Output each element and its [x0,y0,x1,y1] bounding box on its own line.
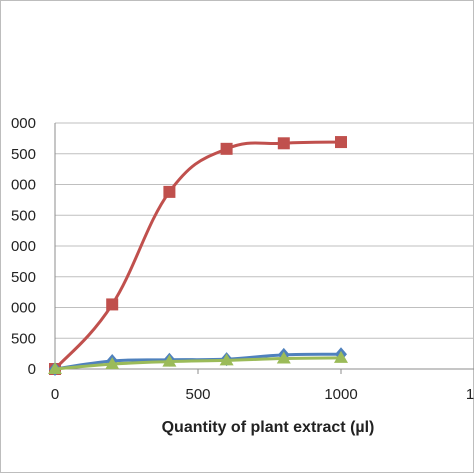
x-tick-label: 0 [51,386,59,403]
y-tick-label: 000 [11,238,36,255]
data-point-square [106,298,119,311]
data-point-square [335,136,347,149]
y-tick-label: 000 [11,300,36,317]
data-point-square [220,142,233,155]
y-tick-label: 500 [11,146,36,163]
x-axis-label: Quantity of plant extract (µl) [162,419,375,436]
data-point-square [277,137,290,150]
data-point-square [163,185,176,198]
data-point-triangle [105,357,120,370]
series [48,136,348,376]
data-point-triangle [334,350,348,363]
x-tick-label: 1000 [324,386,357,403]
y-tick-label: 500 [11,269,36,286]
data-point-triangle [162,354,177,367]
data-point-triangle [276,351,291,364]
y-tick-label: 000 [11,115,36,132]
data-point-triangle [219,353,234,366]
data-point-triangle [48,362,62,374]
y-tick-label: 000 [11,177,36,194]
y-tick-labels: 0 500 000 500 000 500 000 500 000 [11,115,36,378]
x-tick-label: 1 [466,386,474,403]
y-tick-label: 0 [28,361,36,378]
series-line-triangle [54,356,342,371]
y-tick-label: 500 [11,330,36,347]
y-tick-label: 500 [11,207,36,224]
gridlines [55,122,474,370]
x-tick-label: 500 [185,386,210,403]
series-triangle [48,350,348,374]
x-tick-labels: 0 500 1000 1 [51,386,474,403]
